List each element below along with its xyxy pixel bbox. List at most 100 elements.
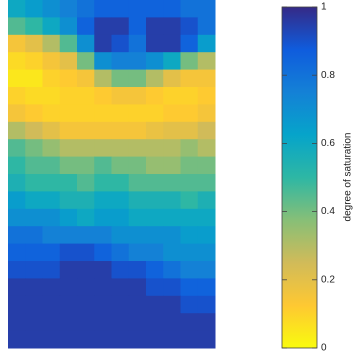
cell <box>8 295 26 314</box>
cell <box>42 208 61 227</box>
cell <box>128 69 147 88</box>
cell <box>94 295 112 314</box>
cell <box>163 121 181 140</box>
cell <box>94 313 112 332</box>
cell <box>180 243 199 262</box>
cell <box>128 104 147 123</box>
cell <box>111 17 130 36</box>
cell <box>111 243 130 262</box>
cell <box>25 278 43 297</box>
cell <box>77 226 95 245</box>
cell <box>94 156 112 175</box>
cell <box>128 156 147 175</box>
cell <box>59 174 78 192</box>
cell <box>146 261 164 279</box>
cell <box>8 87 26 105</box>
cell <box>77 69 95 88</box>
cell <box>128 34 147 53</box>
cell <box>42 139 61 158</box>
cell <box>197 0 216 18</box>
cell <box>8 34 26 53</box>
cell <box>180 191 199 210</box>
cell <box>94 139 112 158</box>
cell <box>111 330 130 349</box>
cell <box>128 208 147 227</box>
cell <box>59 278 78 297</box>
cell <box>163 0 181 18</box>
colorbar-tick-label: 0.4 <box>321 206 335 217</box>
cell <box>197 87 216 105</box>
cell <box>197 208 216 227</box>
cell <box>25 226 43 245</box>
cell <box>59 208 78 227</box>
cell <box>94 69 112 88</box>
cell <box>8 0 26 18</box>
cell <box>163 69 181 88</box>
cell <box>146 243 164 262</box>
cell <box>42 330 61 349</box>
cell <box>128 278 147 297</box>
cell <box>111 278 130 297</box>
cell <box>8 139 26 158</box>
cell <box>111 191 130 210</box>
cell <box>77 121 95 140</box>
cell <box>180 313 199 332</box>
cell <box>128 52 147 71</box>
cell <box>128 87 147 105</box>
cell <box>111 69 130 88</box>
cell <box>59 87 78 105</box>
cell <box>163 17 181 36</box>
cell <box>77 261 95 279</box>
cell <box>77 313 95 332</box>
cell <box>8 261 26 279</box>
cell <box>197 313 216 332</box>
cell <box>42 226 61 245</box>
cell <box>146 87 164 105</box>
cell <box>94 208 112 227</box>
cell <box>25 69 43 88</box>
cell <box>42 121 61 140</box>
cell <box>42 156 61 175</box>
cell <box>180 174 199 192</box>
colorbar-tick-label: 0.6 <box>321 138 335 149</box>
cell <box>128 261 147 279</box>
cell <box>180 17 199 36</box>
cell <box>163 261 181 279</box>
cell <box>8 17 26 36</box>
cell <box>180 69 199 88</box>
cell <box>180 330 199 349</box>
cell <box>94 17 112 36</box>
cell <box>8 52 26 71</box>
cell <box>180 226 199 245</box>
cell <box>111 139 130 158</box>
cell <box>94 330 112 349</box>
cell <box>163 87 181 105</box>
cell <box>25 191 43 210</box>
cell <box>111 121 130 140</box>
cell <box>25 139 43 158</box>
cell <box>180 121 199 140</box>
cell <box>25 104 43 123</box>
cell <box>128 121 147 140</box>
cell <box>111 226 130 245</box>
cell <box>197 243 216 262</box>
cell <box>94 0 112 18</box>
cell <box>8 278 26 297</box>
cell <box>59 17 78 36</box>
cell <box>146 104 164 123</box>
cell <box>94 34 112 53</box>
cell <box>111 174 130 192</box>
cell <box>163 226 181 245</box>
cell <box>111 295 130 314</box>
cell <box>146 0 164 18</box>
cell <box>59 0 78 18</box>
cell <box>197 69 216 88</box>
cell <box>146 295 164 314</box>
cell <box>94 52 112 71</box>
cell <box>25 0 43 18</box>
cell <box>77 104 95 123</box>
cell <box>77 156 95 175</box>
cell <box>25 52 43 71</box>
cell <box>94 226 112 245</box>
cell <box>163 139 181 158</box>
